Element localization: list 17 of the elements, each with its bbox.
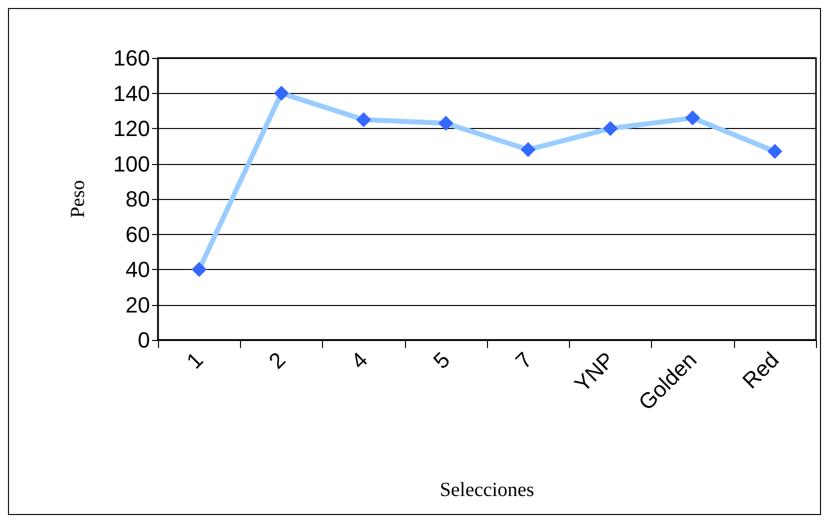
y-axis-title: Peso [67, 180, 89, 218]
x-tick-label: 5 [428, 347, 455, 374]
y-tick-label: 80 [126, 186, 150, 212]
y-tick-label: 0 [138, 328, 150, 352]
x-tick-label: 4 [346, 347, 372, 374]
y-tick-label: 100 [113, 151, 150, 176]
y-tick-label: 20 [126, 292, 150, 318]
y-tick-label: 120 [113, 116, 150, 141]
y-tick-label: 160 [113, 46, 150, 70]
x-tick-label: 7 [510, 347, 537, 374]
x-tick-label: 2 [264, 347, 290, 374]
x-tick-label: YNP [570, 347, 620, 397]
x-axis-title: Selecciones [440, 479, 534, 501]
x-tick-label: 1 [182, 347, 208, 374]
y-tick-label: 60 [126, 222, 150, 247]
y-tick-label: 140 [113, 80, 150, 106]
y-tick-label: 40 [126, 257, 150, 282]
